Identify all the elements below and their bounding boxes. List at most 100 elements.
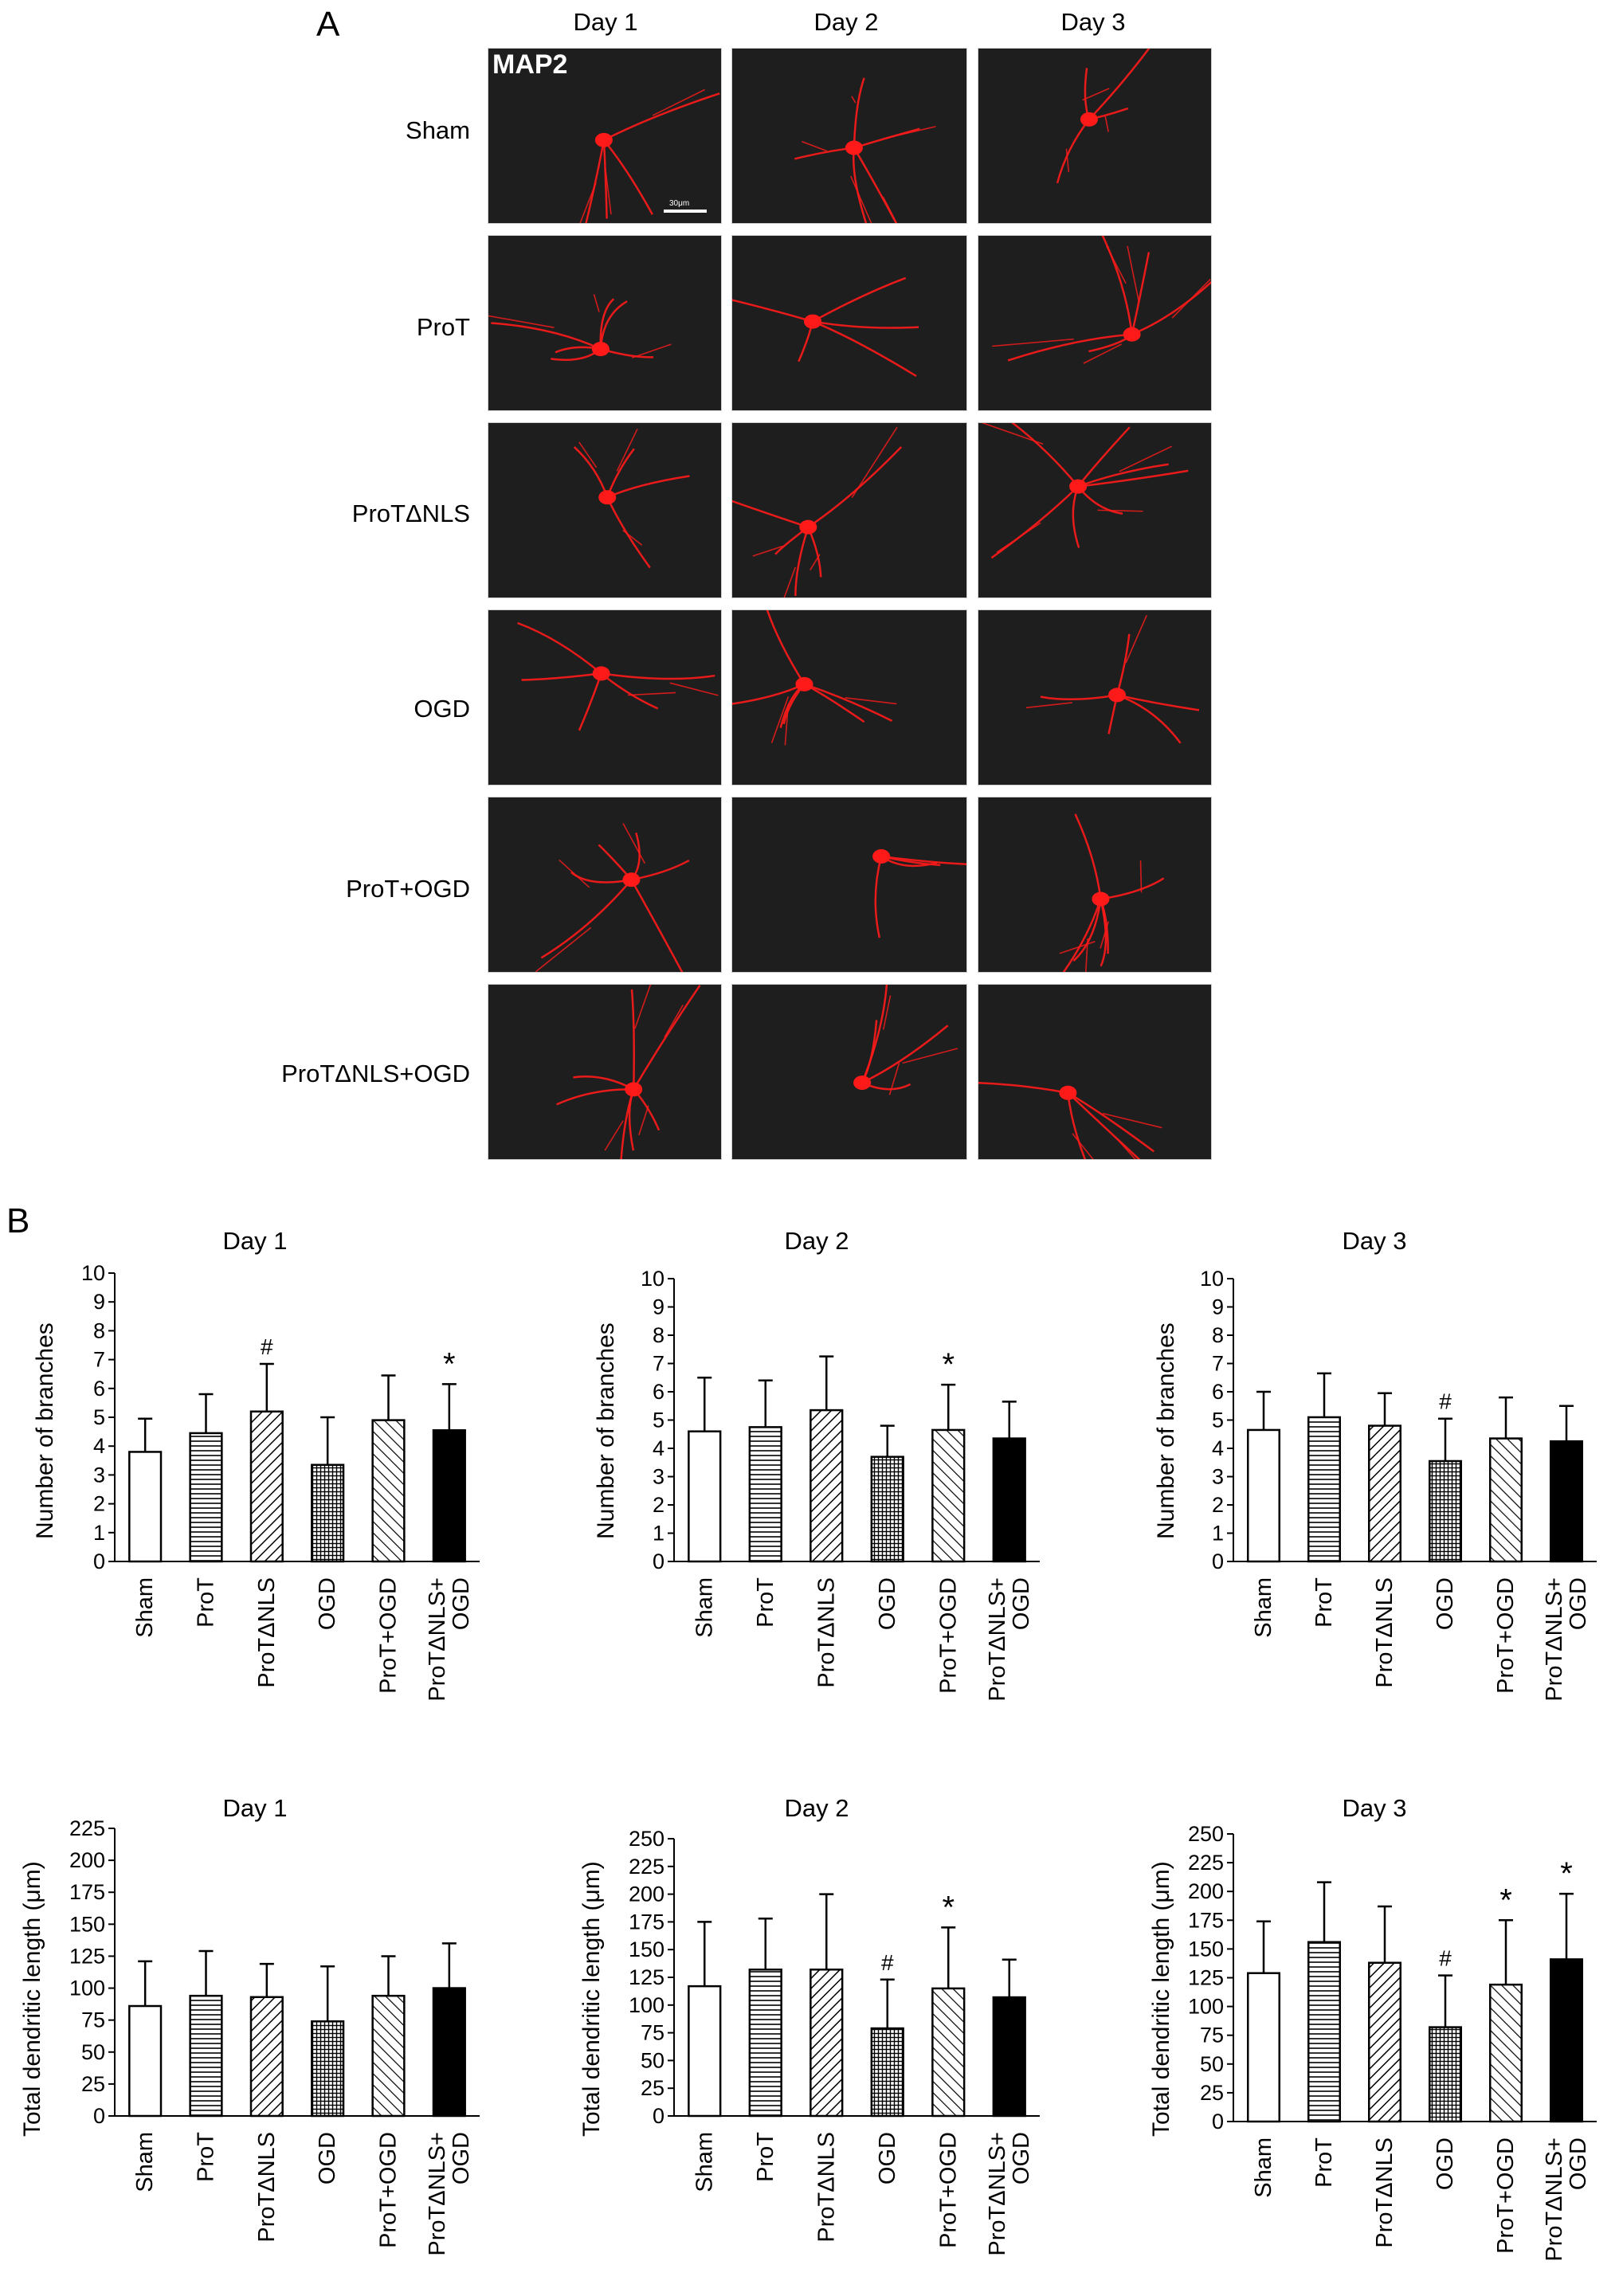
x-tick-label: ProT — [1311, 2137, 1337, 2188]
y-tick-label: 6 — [93, 1377, 105, 1401]
chart-3-title: Day 3 — [1342, 1227, 1407, 1255]
micrograph-prot-day-2 — [731, 235, 967, 411]
bar — [1367, 1961, 1402, 2123]
x-tick-label: ProTΔNLS+ — [425, 2132, 450, 2256]
y-tick-label: 1 — [653, 1522, 664, 1546]
significance-marker: # — [261, 1334, 273, 1359]
x-tick-label: OGD — [875, 1577, 900, 1630]
y-tick-label: 225 — [629, 1855, 664, 1879]
row-label-prot: ProT — [416, 313, 470, 341]
y-tick-label: 8 — [653, 1323, 664, 1347]
x-tick-label: ProT — [194, 2132, 219, 2182]
bar — [870, 1456, 904, 1563]
significance-marker: * — [942, 1347, 955, 1382]
bar — [748, 1969, 782, 2118]
x-tick-label: ProT — [194, 1577, 219, 1628]
y-tick-label: 4 — [1212, 1436, 1224, 1460]
x-tick-label: ProTΔNLS — [813, 1577, 839, 1688]
bar — [249, 1410, 284, 1563]
bar — [931, 1987, 966, 2118]
y-tick-label: 10 — [81, 1261, 105, 1285]
y-tick-label: 5 — [1212, 1409, 1224, 1432]
column-header-day-2: Day 2 — [813, 8, 879, 36]
micrograph-ogd-day-2 — [731, 609, 967, 786]
bar — [992, 1437, 1026, 1563]
y-tick-label: 8 — [1212, 1323, 1224, 1347]
bar — [432, 1429, 466, 1563]
significance-marker: * — [942, 1890, 955, 1925]
y-tick-label: 75 — [1200, 2024, 1224, 2047]
y-tick-label: 25 — [81, 2072, 105, 2096]
x-tick-label: ProTΔNLS — [254, 2132, 280, 2243]
bar — [1246, 1972, 1281, 2123]
x-tick-label: ProTΔNLS+ — [1542, 2137, 1567, 2262]
x-tick-label: OGD — [1433, 1577, 1458, 1630]
bar-chart-5: 0 25 50 75 100 125 150 175 200 225 250 Sham ProT ProT… — [629, 1827, 1040, 2256]
bar-chart-4: 0 25 50 75 100 125 150 175 200 225 Sham ProT ProTΔNL… — [69, 1816, 480, 2256]
y-tick-label: 200 — [69, 1848, 105, 1872]
significance-marker: # — [881, 1950, 894, 1975]
y-tick-label: 2 — [653, 1493, 664, 1517]
x-tick-label: ProT — [1311, 1577, 1337, 1628]
y-tick-label: 3 — [653, 1465, 664, 1489]
y-tick-label: 125 — [629, 1965, 664, 1989]
y-tick-label: 7 — [653, 1352, 664, 1376]
micrograph-sham-day-2 — [731, 48, 967, 224]
y-tick-label: 50 — [641, 2048, 664, 2072]
micrograph-sham-day-3 — [978, 48, 1212, 224]
y-tick-label: 0 — [93, 1550, 105, 1573]
bar-chart-2: 0 1 2 3 4 5 6 7 8 9 10 Sham ProT ProTΔNLS OGD * ProT+OGD… — [641, 1267, 1040, 1702]
micrograph-prot-dnls-day-2 — [731, 422, 967, 598]
x-tick-label: OGD — [1433, 2137, 1458, 2190]
significance-marker: # — [1439, 1389, 1452, 1414]
chart-2-title: Day 2 — [784, 1227, 849, 1255]
y-tick-label: 1 — [1212, 1522, 1224, 1546]
y-tick-label: 200 — [629, 1883, 664, 1906]
column-header-day-1: Day 1 — [573, 8, 638, 36]
x-tick-label: OGD — [875, 2132, 900, 2184]
x-tick-label: ProT+OGD — [376, 1577, 402, 1694]
panel-b-letter: B — [6, 1201, 30, 1240]
row-label-prot-ogd: ProT+OGD — [346, 875, 470, 903]
micrograph-prot-dnls-day-1 — [488, 422, 722, 598]
x-tick-label: OGD — [1009, 2132, 1034, 2184]
micrograph-prot-ogd-day-1 — [488, 797, 722, 973]
y-tick-label: 175 — [1188, 1908, 1224, 1932]
bar — [128, 2004, 163, 2118]
bar — [1549, 1440, 1584, 1563]
bar — [810, 1409, 844, 1563]
micrograph-prot-dnls-ogd-day-3 — [978, 984, 1212, 1160]
chart-4-title: Day 1 — [222, 1794, 288, 1822]
y-tick-label: 4 — [653, 1436, 664, 1460]
x-tick-label: ProT+OGD — [935, 1577, 961, 1694]
micrograph-prot-dnls-ogd-day-1 — [488, 984, 722, 1160]
x-tick-label: OGD — [315, 2132, 340, 2184]
bar — [249, 1996, 284, 2118]
y-tick-label: 100 — [629, 1993, 664, 2017]
row-label-sham: Sham — [406, 116, 470, 144]
y-tick-label: 6 — [653, 1380, 664, 1404]
y-tick-label: 10 — [641, 1267, 664, 1291]
bar-chart-6: 0 25 50 75 100 125 150 175 200 225 250 Sham ProT ProT… — [1188, 1822, 1597, 2262]
y-tick-label: 75 — [641, 2021, 664, 2045]
row-label-ogd: OGD — [414, 695, 470, 723]
row-label-prot-dnls: ProTΔNLS — [351, 500, 470, 527]
y-tick-label: 125 — [1188, 1966, 1224, 1990]
x-tick-label: OGD — [1009, 1577, 1034, 1630]
y-tick-label: 1 — [93, 1521, 105, 1545]
x-tick-label: OGD — [1566, 1577, 1591, 1630]
x-tick-label: ProTΔNLS — [813, 2132, 839, 2243]
micrograph-prot-day-1 — [488, 235, 722, 411]
micrograph-prot-dnls-day-3 — [978, 422, 1212, 598]
x-tick-label: ProT — [753, 1577, 778, 1628]
bar — [1488, 1437, 1523, 1563]
y-tick-label: 50 — [1200, 2052, 1224, 2076]
y-tick-label: 150 — [69, 1912, 105, 1936]
y-tick-label: 9 — [93, 1290, 105, 1314]
y-tick-label: 100 — [1188, 1995, 1224, 2019]
chart-1-title: Day 1 — [222, 1227, 288, 1255]
y-tick-label: 100 — [69, 1977, 105, 2000]
x-tick-label: Sham — [132, 1577, 158, 1638]
x-tick-label: Sham — [692, 2132, 717, 2192]
